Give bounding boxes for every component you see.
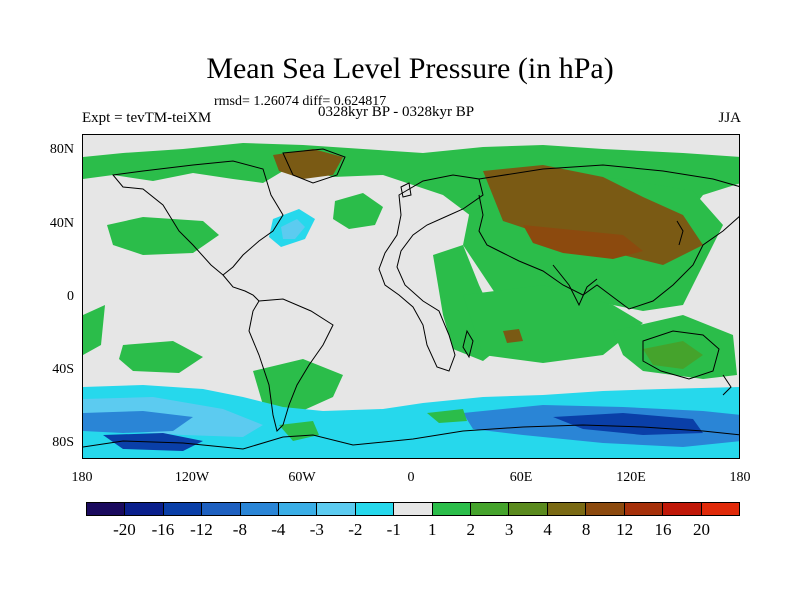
colorbar-label: 8 bbox=[581, 520, 591, 539]
lon-label-60w: 60W bbox=[288, 470, 316, 485]
colorbar-label: -16 bbox=[151, 520, 175, 539]
central-america-coast bbox=[222, 274, 260, 302]
south-asia-brown bbox=[523, 225, 643, 259]
south-pacific-green-2 bbox=[119, 341, 203, 373]
australia-darkgreen bbox=[643, 341, 703, 369]
indian-ocean-green bbox=[463, 285, 643, 363]
colorbar-label: -20 bbox=[113, 520, 136, 539]
south-america-coast bbox=[248, 298, 334, 432]
colorbar-label: -4 bbox=[271, 520, 286, 539]
japan-coast bbox=[676, 220, 684, 246]
experiment-label: Expt = tevTM-teiXM bbox=[82, 110, 212, 126]
lat-label-40n: 40N bbox=[49, 216, 74, 231]
map-title: Mean Sea Level Pressure (in hPa) bbox=[206, 52, 614, 85]
north-america-coast bbox=[112, 160, 284, 276]
colorbar-label: -1 bbox=[386, 520, 401, 539]
colorbar-label: -8 bbox=[232, 520, 247, 539]
lon-label-120e: 120E bbox=[616, 470, 646, 485]
antarctica-coast bbox=[83, 424, 739, 450]
colorbar-label: 16 bbox=[654, 520, 672, 539]
greenland-coast bbox=[282, 148, 346, 184]
colorbar-swatch bbox=[355, 503, 395, 515]
antarctic-peninsula-green bbox=[279, 421, 319, 441]
colorbar-swatch bbox=[394, 503, 433, 515]
lat-label-80s: 80S bbox=[52, 435, 74, 450]
colorbar-swatch bbox=[240, 503, 280, 515]
madagascar-coast bbox=[462, 329, 474, 359]
atlantic-green-blob bbox=[333, 193, 383, 229]
south-america-south-green bbox=[253, 359, 343, 415]
colorbar-label: 12 bbox=[616, 520, 634, 539]
colorbar-label: 20 bbox=[693, 520, 711, 539]
pacific-green-40n bbox=[107, 217, 219, 255]
indian-subcontinent bbox=[552, 264, 598, 307]
colorbar-swatch bbox=[471, 503, 510, 515]
colorbar-swatch bbox=[87, 503, 126, 515]
colorbar-label: -3 bbox=[309, 520, 324, 539]
colorbar-swatch bbox=[586, 503, 625, 515]
colorbar-swatch bbox=[202, 503, 241, 515]
pressure-anomaly-map bbox=[83, 135, 739, 458]
lon-label-180e: 180 bbox=[729, 470, 751, 485]
south-pacific-green bbox=[83, 305, 105, 355]
colorbar-label: 1 bbox=[427, 520, 437, 539]
small-brown-indian bbox=[503, 329, 523, 343]
lon-label-60e: 60E bbox=[509, 470, 533, 485]
asia-coast bbox=[478, 164, 739, 310]
colorbar-label: 4 bbox=[543, 520, 552, 539]
lat-label-40s: 40S bbox=[52, 362, 74, 377]
uk-coast bbox=[400, 182, 412, 198]
period-label: 0328kyr BP - 0328kyr BP bbox=[318, 104, 475, 120]
lon-label-0: 0 bbox=[407, 470, 415, 485]
lon-label-120w: 120W bbox=[174, 470, 210, 485]
colorbar-swatch bbox=[125, 503, 164, 515]
colorbar-swatch bbox=[624, 503, 664, 515]
colorbar-swatch bbox=[701, 503, 739, 515]
greenland-brown bbox=[273, 149, 343, 179]
lon-label-180w: 180 bbox=[71, 470, 93, 485]
southern-ocean-blue bbox=[83, 411, 193, 433]
lat-label-80n: 80N bbox=[49, 142, 74, 157]
colorbar bbox=[86, 502, 740, 516]
colorbar-label: 2 bbox=[466, 520, 475, 539]
antarctic-darkblue-east bbox=[553, 413, 703, 435]
colorbar-swatch bbox=[547, 503, 587, 515]
new-zealand-coast bbox=[722, 374, 732, 396]
colorbar-swatch bbox=[163, 503, 203, 515]
map-plot-area bbox=[82, 134, 740, 459]
season-label: JJA bbox=[718, 110, 741, 126]
coastlines bbox=[83, 148, 739, 450]
atlantic-lightblue-core bbox=[281, 219, 305, 239]
colorbar-label: -2 bbox=[348, 520, 363, 539]
europe-africa-coast bbox=[378, 174, 484, 372]
colorbar-swatch bbox=[509, 503, 548, 515]
colorbar-swatch bbox=[279, 503, 318, 515]
colorbar-label: 3 bbox=[504, 520, 514, 539]
weddell-green bbox=[427, 409, 467, 423]
colorbar-label: -12 bbox=[190, 520, 213, 539]
colorbar-swatch bbox=[663, 503, 702, 515]
siberia-brown-anomaly bbox=[483, 165, 703, 265]
australia-coast bbox=[642, 330, 720, 380]
colorbar-swatch bbox=[317, 503, 356, 515]
lat-label-0: 0 bbox=[67, 289, 74, 304]
rmsd-diff-stats: rmsd= 1.26074 diff= 0.624817 bbox=[214, 94, 387, 109]
colorbar-swatch bbox=[432, 503, 472, 515]
